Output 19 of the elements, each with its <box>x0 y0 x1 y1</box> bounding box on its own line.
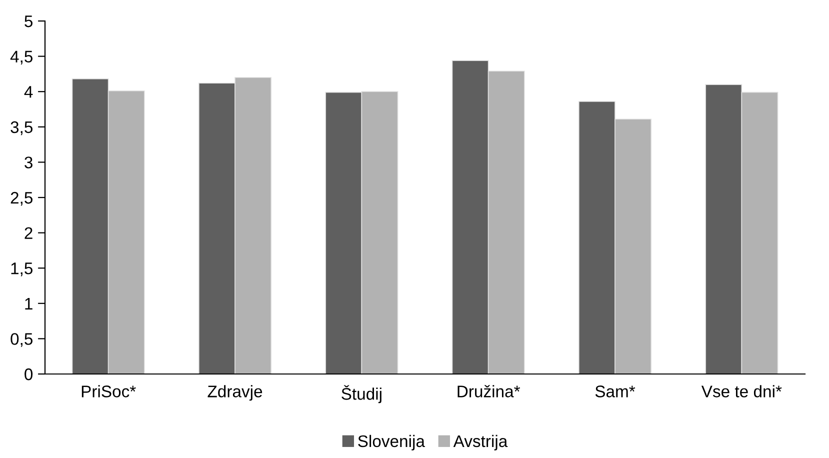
x-tick-label: Sam* <box>595 386 636 398</box>
y-tick-label: 1,5 <box>11 262 32 276</box>
y-tick-label: 1 <box>25 298 32 310</box>
y-tick-label: 4 <box>24 86 33 98</box>
y-tick-label: 3 <box>24 156 32 168</box>
x-tick-label: Družina* <box>458 385 520 398</box>
y-tick-label: 2,5 <box>10 192 32 206</box>
y-tick-label: 4,5 <box>10 50 32 64</box>
legend-label: Slovenija <box>358 434 425 450</box>
x-tick-label: Zdravje <box>208 385 262 401</box>
y-tick-label: 0,5 <box>10 333 32 347</box>
y-tick-label: 0 <box>24 368 33 380</box>
y-tick-label: 2 <box>24 227 32 239</box>
y-tick-label: 5 <box>24 16 32 28</box>
x-tick-label: Vse te dni* <box>701 385 782 398</box>
x-tick-label: PriSoc* <box>82 385 136 398</box>
x-tick-label: Študij <box>342 385 382 404</box>
legend-label: Avstrija <box>453 434 508 450</box>
y-tick-label: 3,5 <box>10 121 32 136</box>
